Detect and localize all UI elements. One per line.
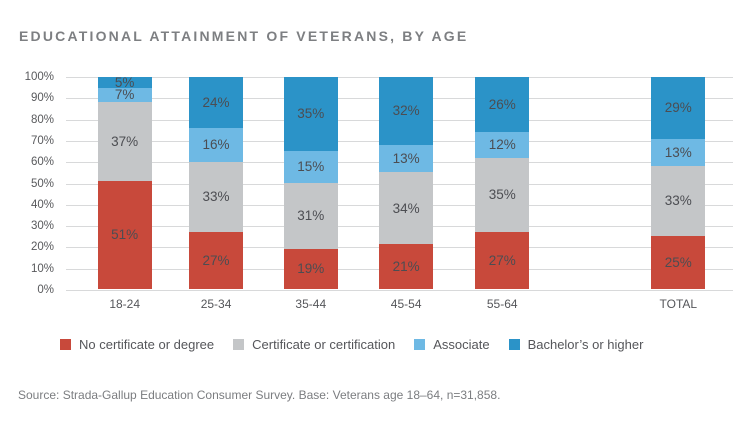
x-axis: 18-24 25-34 35-44 45-54 55-64 TOTAL bbox=[66, 297, 733, 313]
x-tick-label: 18-24 bbox=[109, 297, 141, 311]
segment-value-label: 24% bbox=[202, 94, 230, 110]
y-tick-label: 20% bbox=[30, 241, 54, 254]
segment-value-label: 37% bbox=[111, 133, 139, 149]
segment-value-label: 27% bbox=[202, 252, 230, 268]
segment-value-label: 35% bbox=[297, 106, 325, 122]
bar-segment: 25% bbox=[651, 236, 706, 289]
bar-segment: 27% bbox=[475, 231, 530, 289]
segment-value-label: 7% bbox=[114, 87, 135, 103]
gridline bbox=[66, 290, 733, 291]
bar-segment: 27% bbox=[189, 231, 244, 289]
x-tick-label: 25-34 bbox=[200, 297, 232, 311]
x-tick-label: 55-64 bbox=[486, 297, 518, 311]
bar-35-44: 19% 31% 15% 35% bbox=[283, 77, 338, 289]
segment-value-label: 26% bbox=[488, 96, 516, 112]
segment-value-label: 34% bbox=[392, 200, 420, 216]
segment-value-label: 19% bbox=[297, 261, 325, 277]
y-tick-label: 70% bbox=[30, 134, 54, 147]
bar-segment: 35% bbox=[475, 157, 530, 232]
bar-segment: 24% bbox=[189, 77, 244, 128]
legend-label: Bachelor’s or higher bbox=[527, 337, 644, 352]
bar-segment: 5% bbox=[97, 74, 152, 90]
bar-segment: 34% bbox=[379, 172, 434, 245]
segment-value-label: 13% bbox=[664, 144, 692, 160]
legend-item: Bachelor’s or higher bbox=[508, 337, 644, 352]
bar-segment: 33% bbox=[651, 166, 706, 236]
bar-segment: 51% bbox=[97, 180, 152, 289]
bar-segment: 31% bbox=[283, 183, 338, 249]
y-tick-label: 30% bbox=[30, 220, 54, 233]
y-tick-label: 40% bbox=[30, 198, 54, 211]
segment-value-label: 29% bbox=[664, 100, 692, 116]
y-tick-label: 90% bbox=[30, 92, 54, 105]
segment-value-label: 15% bbox=[297, 159, 325, 175]
y-tick-label: 50% bbox=[30, 177, 54, 190]
segment-value-label: 25% bbox=[664, 254, 692, 270]
segment-value-label: 16% bbox=[202, 137, 230, 153]
segment-value-label: 13% bbox=[392, 150, 420, 166]
x-tick-label: TOTAL bbox=[659, 297, 698, 311]
bar-55-64: 27% 35% 12% 26% bbox=[475, 77, 530, 289]
legend-label: Associate bbox=[433, 337, 490, 352]
source-note: Source: Strada-Gallup Education Consumer… bbox=[18, 388, 501, 402]
y-axis: 0% 10% 20% 30% 40% 50% 60% 70% 80% 90% 100% bbox=[0, 71, 60, 296]
segment-value-label: 33% bbox=[202, 189, 230, 205]
legend-swatch-icon bbox=[60, 339, 71, 350]
bar-total: 25% 33% 13% 29% bbox=[651, 77, 706, 289]
y-tick-label: 60% bbox=[30, 156, 54, 169]
bar-45-54: 21% 34% 13% 32% bbox=[379, 77, 434, 289]
y-tick-label: 80% bbox=[30, 113, 54, 126]
bar-segment: 29% bbox=[651, 77, 706, 139]
legend-item: Associate bbox=[414, 337, 490, 352]
y-tick-label: 100% bbox=[24, 71, 54, 83]
segment-value-label: 27% bbox=[488, 252, 516, 268]
bar-segment: 7% bbox=[97, 87, 152, 103]
bar-segment: 35% bbox=[283, 77, 338, 152]
legend-item: No certificate or degree bbox=[60, 337, 214, 352]
segment-value-label: 35% bbox=[488, 186, 516, 202]
bar-segment: 13% bbox=[379, 144, 434, 173]
bar-segment: 16% bbox=[189, 127, 244, 162]
bar-25-34: 27% 33% 16% 24% bbox=[189, 77, 244, 289]
bar-segment: 19% bbox=[283, 248, 338, 289]
bar-segment: 26% bbox=[475, 77, 530, 133]
bar-segment: 12% bbox=[475, 132, 530, 158]
segment-value-label: 21% bbox=[392, 258, 420, 274]
plot-area: 51% 37% 7% 5% 27% 33% 16% 24% 19% 31% 15% 35% 21% 34%… bbox=[66, 74, 733, 291]
bar-segment: 21% bbox=[379, 244, 434, 289]
segment-value-label: 51% bbox=[111, 227, 139, 243]
y-tick-label: 0% bbox=[37, 284, 54, 296]
x-tick-label: 45-54 bbox=[390, 297, 422, 311]
legend-swatch-icon bbox=[508, 339, 520, 350]
legend-label: No certificate or degree bbox=[79, 337, 215, 352]
legend: No certificate or degree Certificate or c… bbox=[60, 337, 643, 352]
page-title: EDUCATIONAL ATTAINMENT OF VETERANS, BY A… bbox=[19, 28, 469, 44]
segment-value-label: 31% bbox=[297, 208, 325, 224]
bar-18-24: 51% 37% 7% 5% bbox=[97, 74, 152, 289]
legend-swatch-icon bbox=[233, 339, 245, 350]
legend-item: Certificate or certification bbox=[233, 337, 395, 352]
legend-label: Certificate or certification bbox=[252, 337, 396, 352]
segment-value-label: 5% bbox=[114, 74, 135, 90]
bar-segment: 13% bbox=[651, 138, 706, 167]
bar-segment: 37% bbox=[97, 102, 152, 181]
bar-segment: 33% bbox=[189, 161, 244, 232]
bar-segment: 15% bbox=[283, 151, 338, 184]
legend-swatch-icon bbox=[414, 339, 426, 350]
segment-value-label: 12% bbox=[488, 137, 516, 153]
segment-value-label: 33% bbox=[664, 193, 692, 209]
x-tick-label: 35-44 bbox=[295, 297, 327, 311]
bar-segment: 32% bbox=[379, 77, 434, 145]
segment-value-label: 32% bbox=[392, 103, 420, 119]
y-tick-label: 10% bbox=[30, 262, 54, 275]
